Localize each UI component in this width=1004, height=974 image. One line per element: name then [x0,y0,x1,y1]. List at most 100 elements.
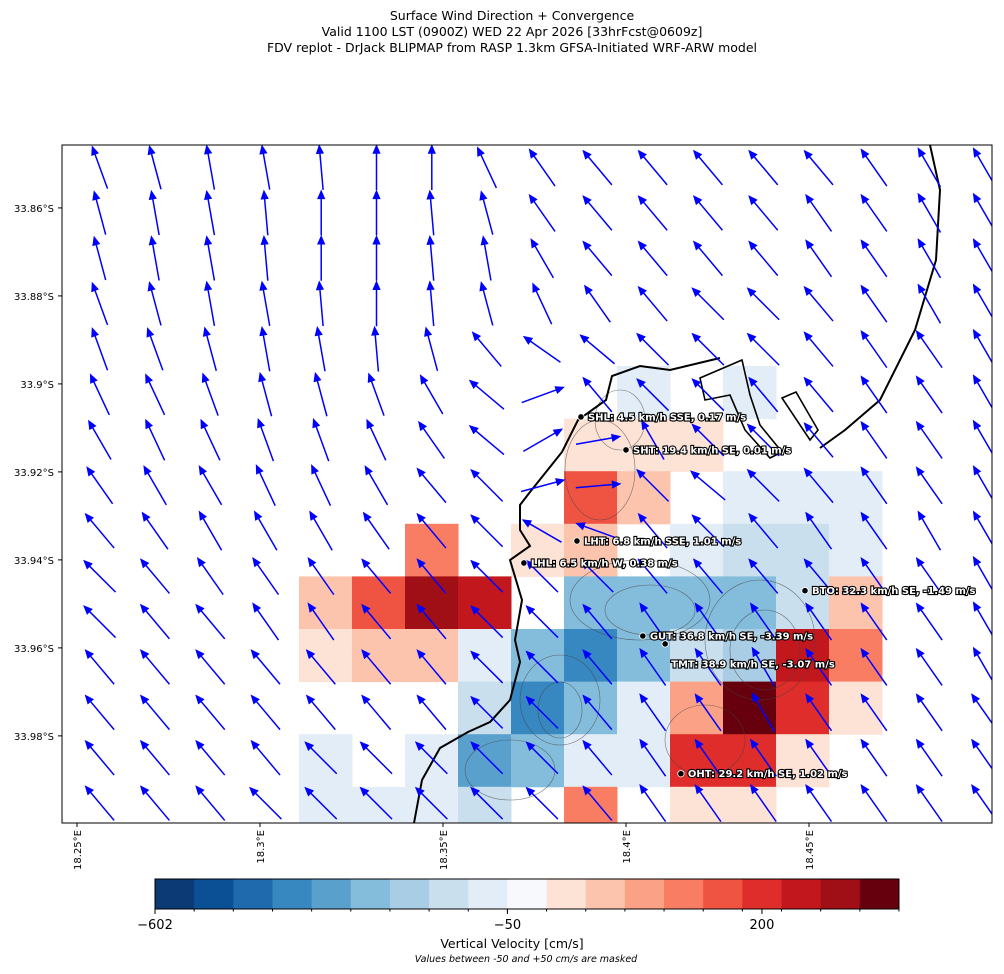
wind-arrow [92,235,107,281]
wind-arrow [359,741,393,775]
wind-arrow [258,371,273,417]
y-tick-label: 33.86°S [14,204,54,215]
wind-arrow [416,467,447,504]
wind-arrow [915,375,943,414]
velocity-cell [352,629,406,683]
wind-arrow [692,240,724,277]
wind-arrow [803,467,834,504]
colorbar-swatch [585,879,626,909]
wind-arrow [582,694,613,731]
station-label: BTO: 32.3 km/h SE, -1.49 m/s [812,586,976,597]
wind-arrow [637,285,668,322]
wind-arrow [309,510,333,551]
wind-arrow [470,514,504,548]
wind-arrow [582,649,613,685]
wind-arrow [361,649,392,685]
wind-arrow [520,478,566,493]
colorbar-swatch [624,879,665,909]
velocity-cell [776,471,830,525]
velocity-cell [723,681,777,735]
wind-arrow [575,480,622,489]
wind-arrow [637,512,668,549]
wind-arrow [972,374,992,409]
wind-arrow [749,784,777,823]
station-label: SHT: 19.4 km/h SE, 0.01 m/s [633,445,791,456]
wind-arrow [83,605,117,639]
velocity-cell [564,523,618,577]
wind-arrow [91,281,109,326]
velocity-cell [829,523,883,577]
wind-arrow [637,195,668,231]
velocity-cell [352,786,406,823]
wind-arrow [860,557,888,596]
velocity-cell [564,576,618,630]
wind-arrow [427,145,436,190]
velocity-cell [776,576,830,630]
wind-arrow [141,511,169,550]
wind-arrow [915,602,943,641]
wind-arrow [139,558,171,594]
velocity-cell [829,629,883,683]
x-tick-label: 18.4°E [622,830,633,864]
wind-arrow [692,195,724,231]
station-marker [801,587,809,595]
wind-arrow [414,786,448,820]
wind-arrow [582,240,613,277]
wind-arrow [580,559,614,593]
wind-arrow [143,465,167,506]
velocity-cell [299,786,353,823]
title-line: FDV replot - DrJack BLIPMAP from RASP 1.… [267,40,757,55]
wind-arrow [525,605,559,639]
wind-arrow [248,786,282,820]
wind-arrow [372,280,381,327]
colorbar-swatch [468,879,508,909]
wind-arrow [479,190,494,235]
wind-arrow [805,784,833,823]
wind-arrow [746,468,780,502]
wind-arrow [860,738,888,777]
wind-arrow [917,147,942,188]
wind-arrow [860,284,888,323]
colorbar-swatch [507,879,547,909]
wind-arrow [252,557,280,596]
wind-arrow [252,602,280,641]
velocity-cell [670,523,724,577]
velocity-cell [511,523,565,577]
title-line: Surface Wind Direction + Convergence [390,8,635,23]
wind-arrow [639,784,667,823]
wind-arrow [470,468,504,502]
wind-arrow [521,386,565,404]
colorbar-tick-label: 200 [750,918,775,933]
station-marker [639,632,647,640]
wind-arrow [637,149,668,186]
wind-arrow [691,378,725,412]
colorbar-note: Values between -50 and +50 cm/s are mask… [415,954,638,965]
wind-arrow [470,695,504,729]
wind-arrow [582,195,613,231]
wind-arrow [195,785,226,821]
map-area: SHL: 4.5 km/h SSE, 0.17 m/s SHT: 19.4 km/… [83,145,992,823]
wind-arrow [575,522,619,540]
velocity-cell [564,471,618,525]
wind-arrow [636,378,670,412]
wind-arrow [532,282,553,325]
wind-arrow [468,425,505,456]
wind-arrow [372,145,381,190]
wind-arrow [83,559,117,593]
colorbar-frame [154,878,900,910]
wind-arrow [917,238,942,279]
wind-arrow [84,649,115,685]
wind-arrow [582,149,613,186]
title-line: Valid 1100 LST (0900Z) WED 22 Apr 2026 [… [322,24,703,39]
wind-arrow [307,557,335,596]
wind-arrow [972,601,992,636]
wind-arrow [304,741,338,775]
wind-arrow [145,418,166,461]
wind-arrow [204,235,216,281]
wind-arrow [575,433,622,445]
wind-arrow [84,785,115,821]
colorbar-swatch [194,879,234,909]
wind-arrow [805,193,833,232]
wind-arrow [201,372,219,416]
